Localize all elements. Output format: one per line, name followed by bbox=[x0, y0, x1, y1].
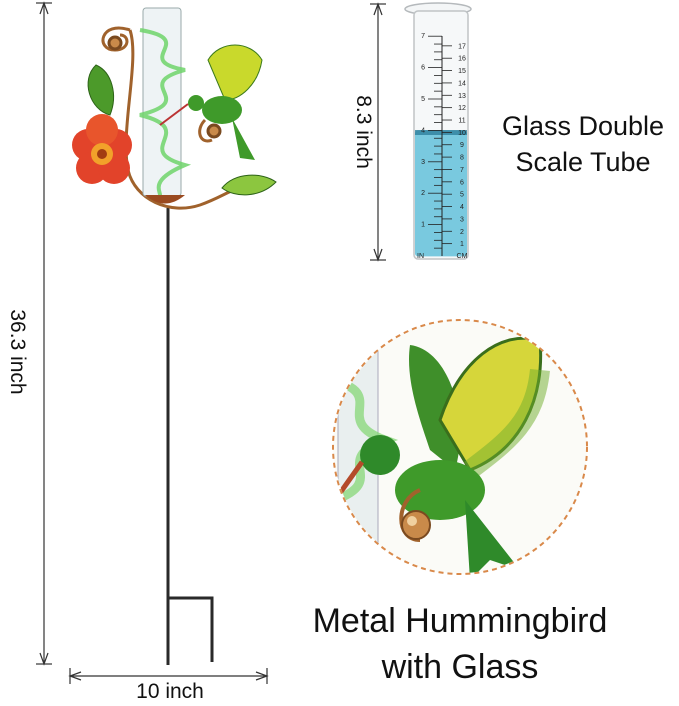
tube-title-line1: Glass Double bbox=[501, 111, 665, 141]
cm-label: 11 bbox=[458, 118, 465, 125]
cm-label: 17 bbox=[458, 43, 466, 50]
width-label: 10 inch bbox=[136, 680, 204, 703]
leaves bbox=[87, 64, 277, 196]
cm-label: 7 bbox=[460, 167, 464, 174]
cm-label: 8 bbox=[460, 155, 464, 162]
cm-label: 6 bbox=[460, 179, 464, 186]
inch-label: 6 bbox=[421, 65, 425, 72]
cm-label: 4 bbox=[460, 204, 464, 211]
inch-label: 3 bbox=[421, 159, 425, 166]
cm-label: 15 bbox=[458, 68, 466, 75]
inch-label: 7 bbox=[421, 33, 425, 40]
inch-label: 2 bbox=[421, 190, 425, 197]
cm-label: 12 bbox=[458, 105, 466, 112]
cm-label: 1 bbox=[460, 241, 464, 248]
cm-label: 9 bbox=[460, 142, 464, 149]
cm-unit-label: CM bbox=[457, 253, 468, 260]
hummingbird-title: Metal Hummingbird with Glass bbox=[280, 598, 640, 690]
inch-unit-label: IN bbox=[417, 253, 424, 260]
tube-title: Glass Double Scale Tube bbox=[488, 108, 678, 180]
cm-label: 3 bbox=[460, 216, 464, 223]
hummingbird-detail-circle bbox=[332, 319, 588, 575]
metal-stake bbox=[166, 208, 214, 665]
cm-label: 13 bbox=[458, 93, 466, 100]
product-rain-tube bbox=[139, 7, 192, 204]
cm-label: 2 bbox=[460, 229, 464, 236]
inch-label: 4 bbox=[421, 127, 425, 134]
height-dimension-line bbox=[36, 1, 52, 666]
tube-title-line2: Scale Tube bbox=[515, 147, 651, 177]
hummingbird-title-line1: Metal Hummingbird bbox=[312, 602, 608, 640]
width-dimension-line bbox=[68, 668, 269, 684]
cm-label: 14 bbox=[458, 80, 466, 87]
tube-dimension-line bbox=[370, 2, 386, 262]
cm-label: 16 bbox=[458, 56, 466, 63]
tube-height-label: 8.3 inch bbox=[352, 95, 375, 169]
inch-label: 1 bbox=[421, 222, 425, 229]
hummingbird-title-line2: with Glass bbox=[381, 648, 539, 686]
cm-label: 5 bbox=[460, 192, 464, 199]
small-hummingbird bbox=[159, 44, 263, 160]
inch-label: 5 bbox=[421, 96, 425, 103]
cm-label: 10 bbox=[458, 130, 466, 137]
copper-scroll bbox=[101, 26, 241, 210]
height-label: 36.3 inch bbox=[6, 309, 29, 395]
flower bbox=[72, 114, 132, 184]
